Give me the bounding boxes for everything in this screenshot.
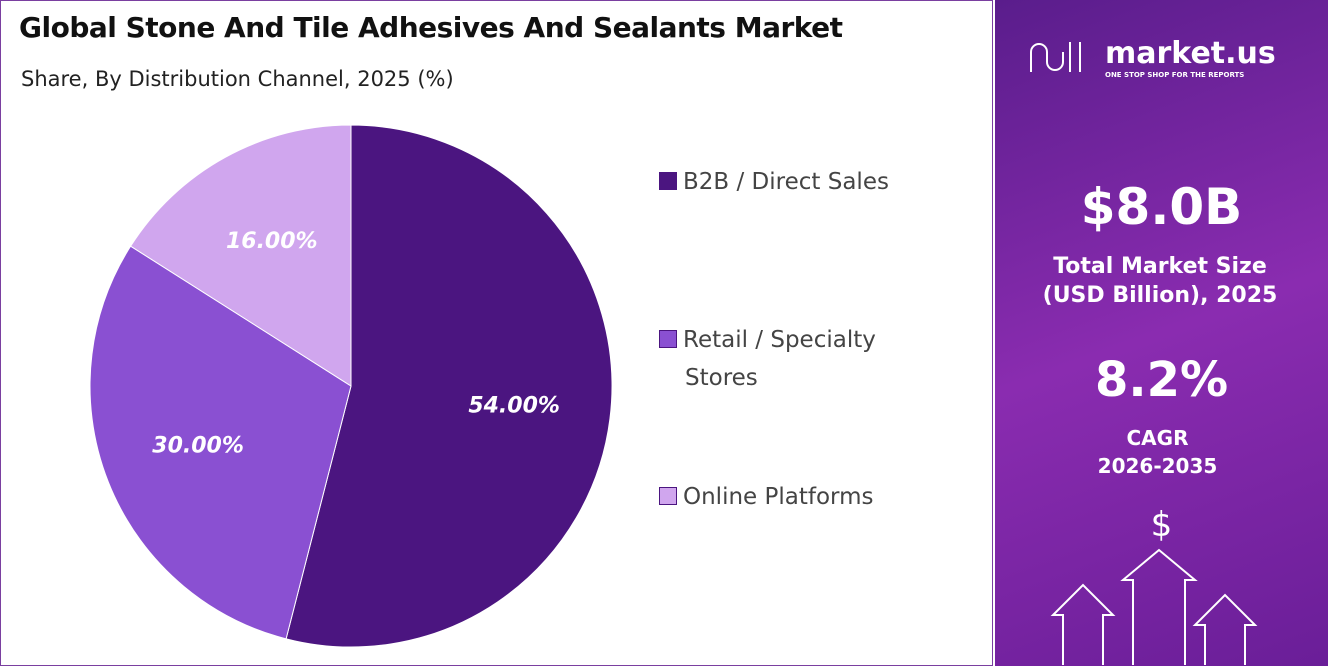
pie-slice: [129, 124, 352, 387]
legend-label: Retail / Specialty Stores: [683, 327, 876, 391]
legend-item: Retail / Specialty Stores: [659, 321, 945, 397]
cagr-label: CAGR 2026-2035: [1097, 426, 1218, 478]
info-panel: market.us ONE STOP SHOP FOR THE REPORTS …: [995, 0, 1328, 666]
logo-mark: [1030, 43, 1064, 72]
data-label: 54.00%: [468, 394, 560, 419]
chart-title: Global Stone And Tile Adhesives And Seal…: [19, 11, 843, 44]
legend-label: Online Platforms: [683, 484, 874, 510]
logo-mark: [1069, 42, 1081, 72]
arrow-icon: [1050, 583, 1116, 665]
legend-item: B2B / Direct Sales: [659, 163, 945, 201]
legend-item: Online Platforms: [659, 478, 945, 516]
chart-subtitle: Share, By Distribution Channel, 2025 (%): [21, 67, 454, 91]
data-label: 30.00%: [152, 434, 244, 459]
decor: [1030, 42, 1258, 665]
pie-slice: [89, 245, 352, 640]
dollar-icon: $: [1150, 505, 1173, 545]
tagline: ONE STOP SHOP FOR THE REPORTS: [1105, 71, 1245, 79]
market-size-label: Total Market Size (USD Billion), 2025: [1042, 254, 1278, 308]
pie-slice: [285, 124, 613, 648]
chart-panel: Global Stone And Tile Adhesives And Seal…: [0, 0, 993, 666]
legend-swatch: [659, 330, 677, 348]
legend-swatch: [659, 172, 677, 190]
arrow-icon: [1120, 548, 1198, 665]
arrow-icon: [1192, 593, 1258, 665]
pie-chart: 54.00% 30.00% 16.00%: [89, 124, 613, 648]
legend-label: B2B / Direct Sales: [683, 169, 889, 195]
brand: market.us: [1105, 36, 1276, 71]
legend-swatch: [659, 487, 677, 505]
cagr: 8.2%: [1094, 352, 1229, 408]
market-size: $8.0B: [1080, 178, 1243, 236]
data-label: 16.00%: [226, 229, 318, 254]
